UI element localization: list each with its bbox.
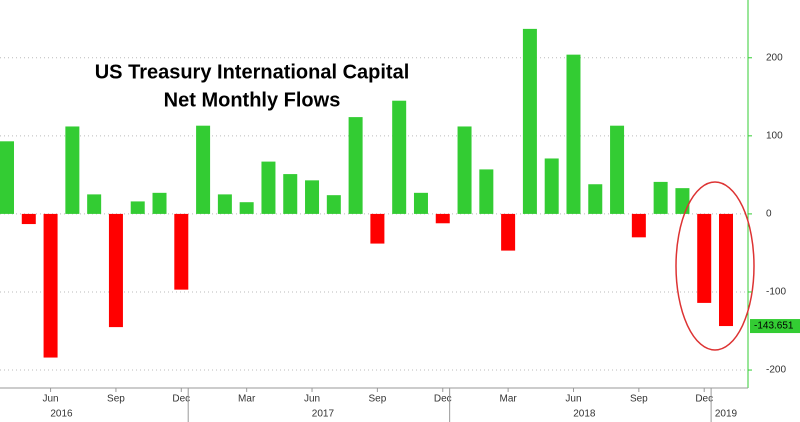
bar [87, 194, 102, 214]
bar [413, 192, 428, 214]
y-tick-label: 0 [766, 209, 772, 220]
bar [305, 180, 320, 214]
year-label: 2019 [715, 409, 738, 420]
y-tick-label: 200 [766, 52, 783, 63]
bar [479, 169, 494, 214]
x-tick-label: Jun [565, 394, 581, 405]
x-tick-label: Mar [500, 394, 518, 405]
bar [392, 100, 407, 214]
plot [0, 28, 748, 371]
last-value-box [750, 319, 800, 334]
bar [370, 213, 385, 244]
bar [501, 213, 516, 251]
bar [21, 213, 36, 225]
x-tick-label: Jun [304, 394, 320, 405]
x-tick-label: Dec [172, 394, 190, 405]
year-label: 2016 [50, 409, 73, 420]
bar [0, 141, 14, 214]
bar [653, 181, 668, 214]
x-tick-label: Sep [368, 394, 386, 405]
x-tick-label: Dec [695, 394, 713, 405]
bar [522, 28, 537, 214]
last-value-label: -143.651 [754, 321, 794, 332]
bar [697, 213, 712, 303]
chart-title: Net Monthly Flows [164, 89, 341, 111]
bar [283, 174, 298, 214]
bar [196, 125, 211, 214]
highlight-circle [675, 181, 755, 351]
bar [152, 192, 167, 214]
y-tick-label: -200 [766, 365, 786, 376]
y-tick-label: -100 [766, 287, 786, 298]
bar [457, 126, 472, 214]
bar [239, 202, 254, 214]
bar [65, 126, 80, 214]
bar [217, 194, 232, 214]
bar [130, 201, 145, 214]
chart-title: US Treasury International Capital [95, 61, 410, 83]
bar [326, 195, 341, 214]
bar [108, 213, 123, 328]
bar [719, 213, 733, 327]
x-tick-label: Sep [107, 394, 125, 405]
bar [631, 213, 646, 238]
bar [174, 213, 189, 290]
year-label: 2017 [312, 409, 335, 420]
x-tick-label: Sep [630, 394, 648, 405]
bar [435, 213, 450, 224]
bar [675, 188, 690, 214]
bar [43, 213, 58, 358]
bar [261, 161, 276, 214]
x-tick-label: Mar [238, 394, 256, 405]
bar [588, 184, 603, 214]
bar [348, 117, 363, 214]
bar [610, 125, 625, 214]
x-tick-label: Dec [434, 394, 452, 405]
bar [544, 158, 559, 214]
year-label: 2018 [573, 409, 596, 420]
y-tick-label: 100 [766, 130, 783, 141]
bar [566, 54, 581, 214]
x-tick-label: Jun [43, 394, 59, 405]
